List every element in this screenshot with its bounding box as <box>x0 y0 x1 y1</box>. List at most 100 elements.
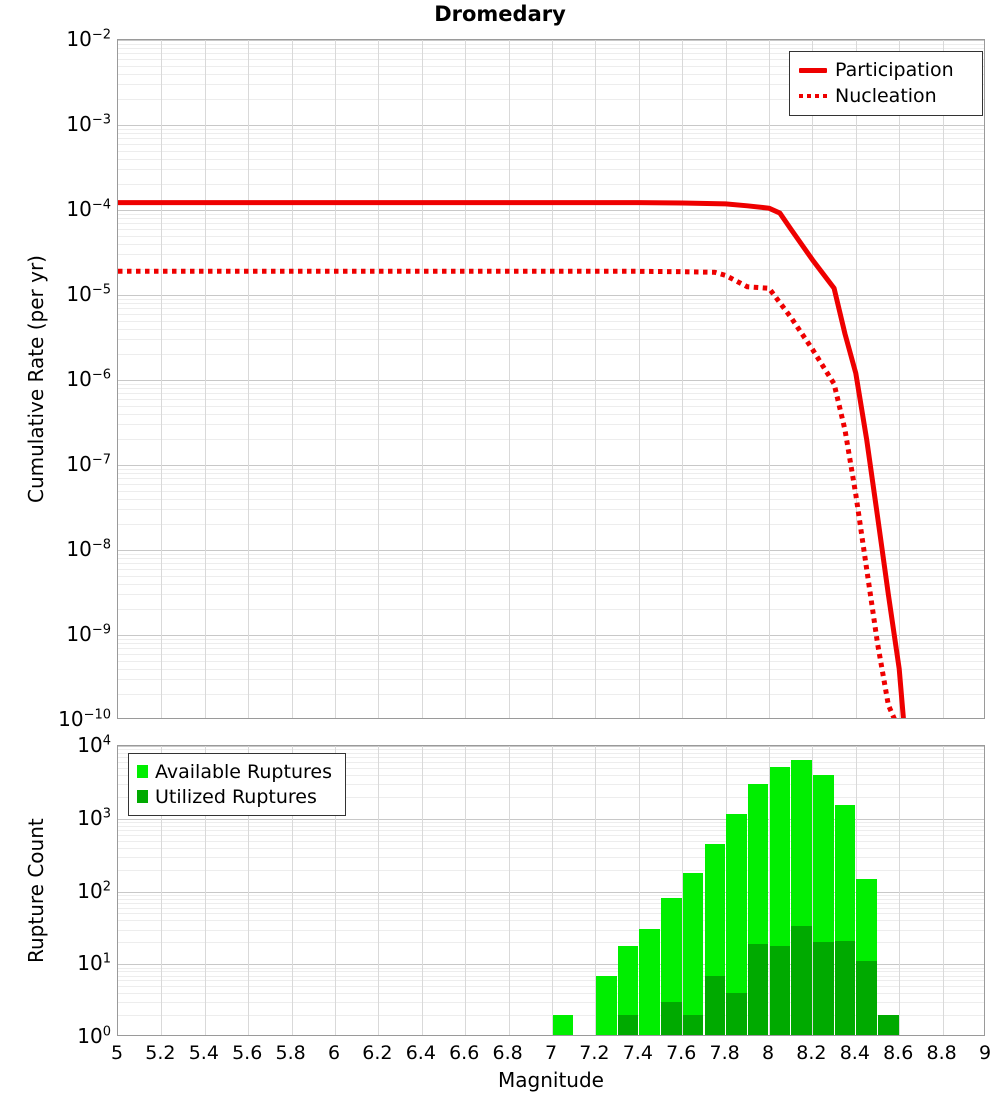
y-tick-label: 102 <box>77 878 111 903</box>
y-tick-label: 10−9 <box>66 622 111 646</box>
grid-line-vertical <box>769 746 770 1035</box>
grid-line-minor <box>118 971 984 973</box>
x-tick-label: 6.6 <box>449 1042 480 1064</box>
bar-utilized-ruptures <box>661 1002 682 1035</box>
grid-line-vertical <box>161 40 162 718</box>
series-line-participation <box>118 200 906 718</box>
grid-line-minor <box>118 762 984 764</box>
cumulative-rate-curves <box>118 200 906 718</box>
grid-line-minor <box>118 184 984 186</box>
grid-line-minor <box>118 439 984 441</box>
grid-line-minor <box>118 313 984 315</box>
grid-line-minor <box>118 679 984 681</box>
bar-utilized-ruptures <box>813 942 834 1035</box>
grid-line-minor <box>118 48 984 50</box>
grid-line-minor <box>118 483 984 485</box>
grid-line-minor <box>118 767 984 769</box>
bar-available-ruptures <box>661 897 682 1035</box>
grid-line-vertical <box>292 40 293 718</box>
grid-line-minor <box>118 235 984 237</box>
grid-line-minor <box>118 524 984 526</box>
grid-line-minor <box>118 986 984 988</box>
legend-item-participation[interactable]: Participation <box>798 57 974 83</box>
grid-line-vertical <box>335 40 336 718</box>
y-tick-label: 100 <box>77 1024 111 1048</box>
grid-line-vertical <box>422 40 423 718</box>
grid-line-vertical <box>726 40 727 718</box>
grid-line-vertical <box>899 746 900 1035</box>
grid-line-minor <box>118 902 984 904</box>
available-ruptures-swatch-icon <box>137 765 150 778</box>
grid-line-major <box>118 891 984 893</box>
y-tick-label: 10−8 <box>66 537 111 561</box>
legend-item-nucleation[interactable]: Nucleation <box>798 83 974 109</box>
grid-line-minor <box>118 478 984 480</box>
grid-line-minor <box>118 668 984 670</box>
bar-utilized-ruptures <box>682 1015 704 1035</box>
x-tick-label: 6.2 <box>362 1042 393 1064</box>
cumulative-rate-legend: Participation Nucleation <box>789 51 983 116</box>
grid-line-vertical <box>943 746 944 1035</box>
grid-line-minor <box>118 638 984 640</box>
grid-line-vertical <box>682 40 683 718</box>
grid-line-minor <box>118 822 984 824</box>
grid-line-minor <box>118 942 984 944</box>
grid-line-vertical <box>205 40 206 718</box>
cumulative-rate-plot-area <box>118 40 984 718</box>
grid-line-minor <box>118 243 984 245</box>
x-tick-label: 5.8 <box>275 1042 306 1064</box>
grid-line-minor <box>118 169 984 171</box>
grid-line-vertical <box>639 40 640 718</box>
rupture-count-plot-area <box>118 746 984 1035</box>
grid-line-minor <box>118 825 984 827</box>
grid-line-vertical <box>465 40 466 718</box>
grid-line-minor <box>118 213 984 215</box>
cumulative-rate-y-axis-label: Cumulative Rate (per yr) <box>24 255 48 503</box>
grid-line-minor <box>118 498 984 500</box>
grid-line-vertical <box>378 40 379 718</box>
grid-line-minor <box>118 563 984 565</box>
magnitude-x-axis-label: Magnitude <box>498 1068 604 1092</box>
grid-line-minor <box>118 490 984 492</box>
grid-line-major <box>118 125 984 126</box>
grid-line-major <box>118 210 984 211</box>
y-tick-label: 10−2 <box>66 27 111 51</box>
grid-line-minor <box>118 99 984 101</box>
grid-line-minor <box>118 749 984 751</box>
bar-available-ruptures <box>552 1015 574 1035</box>
grid-line-minor <box>118 840 984 842</box>
grid-line-minor <box>118 583 984 585</box>
cumulative-rate-panel <box>117 39 985 719</box>
legend-label-participation: Participation <box>835 59 954 81</box>
legend-item-utilized-ruptures[interactable]: Utilized Ruptures <box>137 784 337 809</box>
grid-line-minor <box>118 223 984 225</box>
y-tick-label: 101 <box>77 951 111 976</box>
x-tick-label: 6.8 <box>492 1042 523 1064</box>
grid-line-vertical <box>595 746 596 1035</box>
grid-line-major <box>118 380 984 381</box>
grid-line-minor <box>118 354 984 356</box>
grid-line-minor <box>118 254 984 256</box>
rupture-count-y-axis-label: Rupture Count <box>24 818 48 963</box>
grid-line-minor <box>118 509 984 511</box>
legend-item-available-ruptures[interactable]: Available Ruptures <box>137 759 337 784</box>
grid-line-vertical <box>943 40 944 718</box>
grid-line-minor <box>118 1015 984 1017</box>
grid-line-minor <box>118 303 984 305</box>
grid-line-major <box>118 295 984 296</box>
grid-line-minor <box>118 558 984 560</box>
grid-line-minor <box>118 143 984 145</box>
grid-line-minor <box>118 128 984 130</box>
bar-available-ruptures <box>682 872 704 1035</box>
x-tick-label: 6.4 <box>405 1042 436 1064</box>
grid-line-minor <box>118 413 984 415</box>
x-tick-label: 5 <box>110 1042 124 1064</box>
x-tick-label: 5.4 <box>188 1042 219 1064</box>
grid-line-major <box>118 746 984 747</box>
x-tick-label: 7 <box>544 1042 558 1064</box>
bar-utilized-ruptures <box>834 940 856 1035</box>
grid-line-vertical <box>509 40 510 718</box>
grid-line-minor <box>118 907 984 909</box>
bar-utilized-ruptures <box>878 1015 899 1035</box>
